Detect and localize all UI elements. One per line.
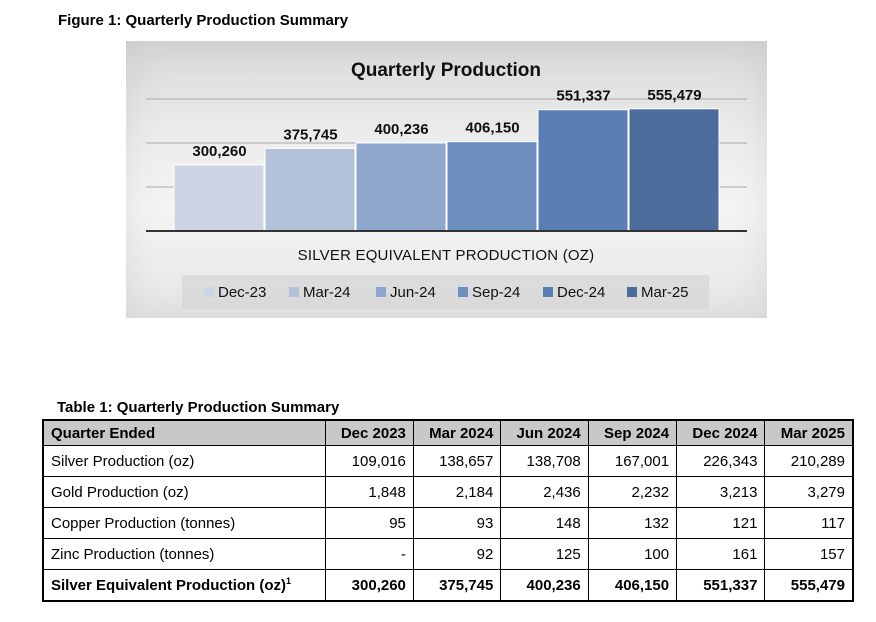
production-table: Quarter Ended Dec 2023 Mar 2024 Jun 2024… [42, 419, 854, 602]
data-label-sep-24: 406,150 [465, 120, 519, 137]
table-cell: 3,213 [676, 476, 766, 508]
table-cell: 132 [587, 507, 678, 539]
table-cell: 92 [412, 538, 502, 570]
row-label: Gold Production (oz) [42, 476, 326, 508]
table-row-copper: Copper Production (tonnes) 95 93 148 132… [42, 507, 854, 539]
table-cell: 555,479 [764, 569, 854, 602]
legend-background [182, 275, 709, 309]
table-cell: - [324, 538, 414, 570]
table-cell: 2,232 [587, 476, 678, 508]
bar-mar-24 [264, 147, 356, 232]
legend-label-sep-24: Sep-24 [472, 284, 520, 301]
table-cell: 226,343 [676, 445, 766, 477]
header-quarter-ended: Quarter Ended [42, 419, 326, 446]
bar-mar-25 [628, 108, 720, 232]
table-cell: 551,337 [676, 569, 766, 602]
table-cell: 148 [500, 507, 589, 539]
data-label-dec-24: 551,337 [556, 88, 610, 105]
legend-swatch-sep-24 [458, 287, 468, 297]
chart-bars [173, 108, 720, 232]
table-cell: 117 [764, 507, 854, 539]
table-cell: 93 [412, 507, 502, 539]
header-mar-2025: Mar 2025 [764, 419, 854, 446]
chart-legend: Dec-23 Mar-24 Jun-24 Sep-24 Dec-24 Mar-25 [182, 275, 709, 309]
chart-data-labels: 300,260 375,745 400,236 406,150 551,337 555,4… [192, 87, 701, 160]
bar-sep-24 [446, 141, 538, 232]
table-cell: 167,001 [587, 445, 678, 477]
table-cell: 138,657 [412, 445, 502, 477]
legend-label-dec-24: Dec-24 [557, 284, 605, 301]
legend-swatch-jun-24 [376, 287, 386, 297]
figure-caption: Figure 1: Quarterly Production Summary [58, 12, 349, 29]
table-cell: 95 [324, 507, 414, 539]
table-cell: 2,184 [412, 476, 502, 508]
header-mar-2024: Mar 2024 [412, 419, 502, 446]
row-label: Silver Equivalent Production (oz)1 [42, 569, 326, 602]
chart-xlabel: SILVER EQUIVALENT PRODUCTION (OZ) [298, 247, 595, 264]
legend-label-dec-23: Dec-23 [218, 284, 266, 301]
table-cell: 210,289 [764, 445, 854, 477]
row-label: Copper Production (tonnes) [42, 507, 326, 539]
header-dec-2024: Dec 2024 [676, 419, 766, 446]
bar-chart: Quarterly Production 300,260 375,745 400,2… [146, 60, 747, 309]
table-cell: 121 [676, 507, 766, 539]
data-label-mar-25: 555,479 [647, 87, 701, 104]
table-row-silver-equivalent: Silver Equivalent Production (oz)1 300,2… [42, 569, 854, 602]
legend-swatch-dec-23 [204, 287, 214, 297]
total-label: Silver Equivalent Production (oz) [51, 577, 287, 594]
table-row-silver: Silver Production (oz) 109,016 138,657 1… [42, 445, 854, 477]
legend-label-mar-25: Mar-25 [641, 284, 689, 301]
bar-dec-24 [537, 109, 629, 232]
table-cell: 161 [676, 538, 766, 570]
legend-label-mar-24: Mar-24 [303, 284, 351, 301]
table-cell: 157 [764, 538, 854, 570]
table-cell: 100 [587, 538, 678, 570]
header-jun-2024: Jun 2024 [500, 419, 589, 446]
table-cell: 3,279 [764, 476, 854, 508]
table-cell: 2,436 [500, 476, 589, 508]
footnote-marker: 1 [286, 576, 292, 586]
bar-jun-24 [355, 142, 447, 232]
table-cell: 138,708 [500, 445, 589, 477]
legend-label-jun-24: Jun-24 [390, 284, 436, 301]
data-label-dec-23: 300,260 [192, 143, 246, 160]
row-label: Silver Production (oz) [42, 445, 326, 477]
table-cell: 300,260 [324, 569, 414, 602]
table-cell: 400,236 [500, 569, 589, 602]
table-cell: 375,745 [412, 569, 502, 602]
table-cell: 406,150 [587, 569, 678, 602]
header-sep-2024: Sep 2024 [587, 419, 678, 446]
row-label: Zinc Production (tonnes) [42, 538, 326, 570]
legend-swatch-dec-24 [543, 287, 553, 297]
table-row-zinc: Zinc Production (tonnes) - 92 125 100 16… [42, 538, 854, 570]
table-row-gold: Gold Production (oz) 1,848 2,184 2,436 2… [42, 476, 854, 508]
data-label-mar-24: 375,745 [283, 126, 337, 143]
header-dec-2023: Dec 2023 [324, 419, 414, 446]
bar-dec-23 [173, 164, 265, 232]
table-cell: 125 [500, 538, 589, 570]
legend-swatch-mar-25 [627, 287, 637, 297]
legend-swatch-mar-24 [289, 287, 299, 297]
table-cell: 1,848 [324, 476, 414, 508]
data-label-jun-24: 400,236 [374, 121, 428, 138]
table-caption: Table 1: Quarterly Production Summary [57, 399, 340, 416]
chart-title: Quarterly Production [351, 60, 541, 81]
chart-panel: Quarterly Production 300,260 375,745 400,2… [126, 41, 767, 318]
table-header-row: Quarter Ended Dec 2023 Mar 2024 Jun 2024… [42, 419, 854, 446]
table-cell: 109,016 [324, 445, 414, 477]
